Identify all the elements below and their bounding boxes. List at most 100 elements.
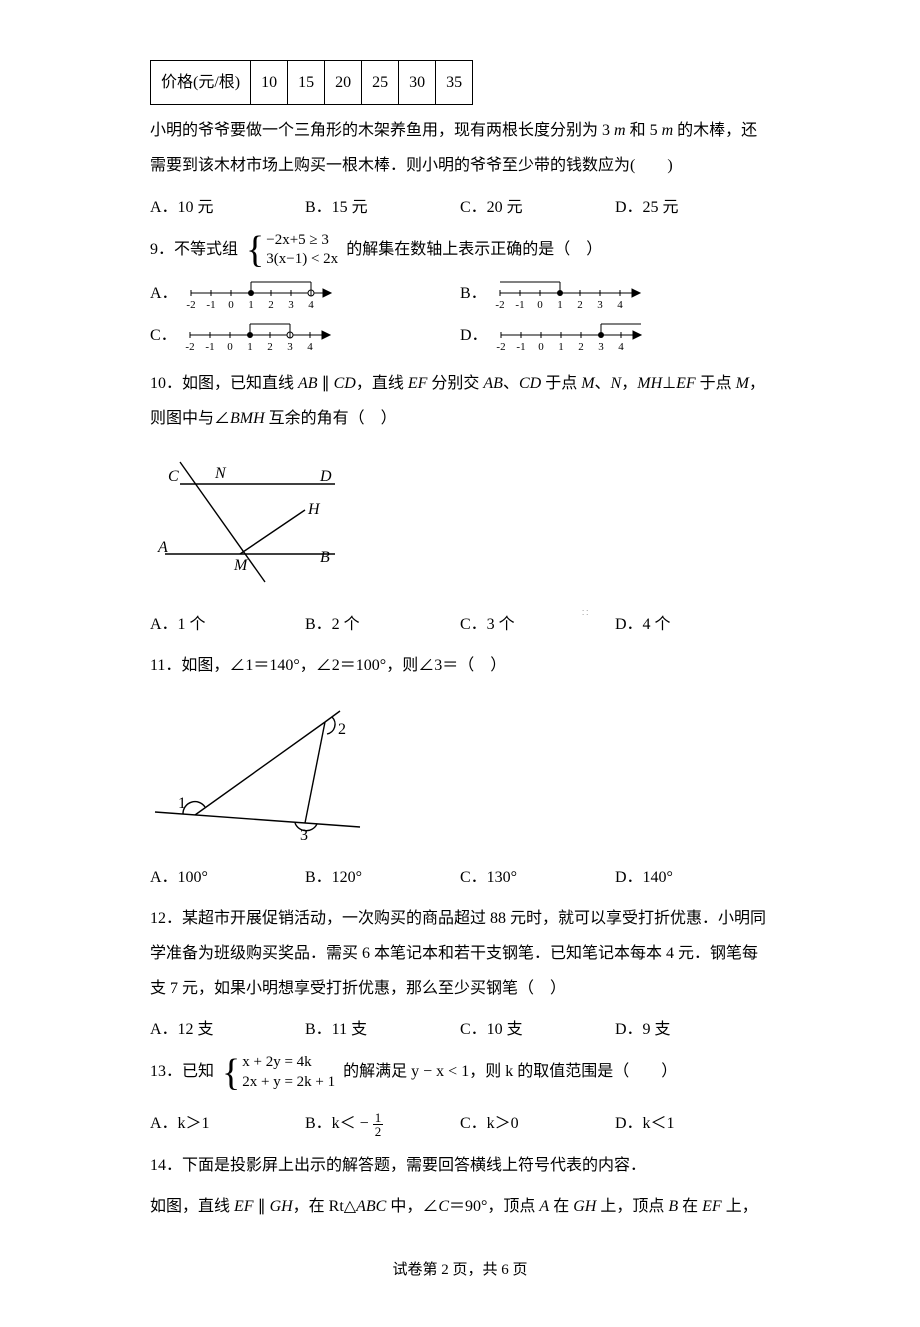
table-cell: 35 [436, 61, 473, 105]
question-13-options: A．k＞1 B．k＜ − 1 2 C．k＞0 D．k＜1 [150, 1106, 770, 1141]
svg-text:1: 1 [557, 299, 563, 311]
q9-system: { −2x+5 ≥ 3 3(x−1) < 2x [246, 231, 338, 270]
svg-text:-1: -1 [206, 299, 215, 311]
q8-part2: 和 5 [626, 122, 662, 139]
table-cell: 15 [288, 61, 325, 105]
option-a: A．12 支 [150, 1012, 305, 1047]
opt-b-pre: B．k＜ − [305, 1115, 373, 1132]
q11-diagram: 1 2 3 [150, 702, 770, 842]
table-cell: 30 [399, 61, 436, 105]
question-8-text: 小明的爷爷要做一个三角形的木架养鱼用，现有两根长度分别为 3 m 和 5 m 的… [150, 113, 770, 183]
option-a: A．100° [150, 860, 305, 895]
svg-text:0: 0 [228, 299, 234, 311]
svg-text:1: 1 [248, 299, 254, 311]
q9-label-d: D． [460, 318, 488, 353]
svg-text:-2: -2 [496, 341, 505, 353]
q8-m2: m [662, 122, 674, 139]
svg-text:0: 0 [227, 341, 233, 353]
question-12: 12．某超市开展促销活动，一次购买的商品超过 88 元时，就可以享受打折优惠．小… [150, 901, 770, 1007]
question-13: 13．已知 { x + 2y = 4k 2x + y = 2k + 1 的解满足… [150, 1053, 770, 1092]
q8-m1: m [614, 122, 626, 139]
q9-label-c: C． [150, 318, 177, 353]
q13-mid: 的解满足 y − x < 1，则 k 的取值范围是（ ） [343, 1064, 677, 1081]
question-11-options: A．100° B．120° C．130° D．140° [150, 860, 770, 895]
q9-eq1: −2x+5 ≥ 3 [266, 231, 338, 251]
svg-text:4: 4 [308, 299, 314, 311]
q10-diagram: C N D H A M B [150, 454, 770, 589]
label-m: M [233, 557, 249, 574]
svg-text:1: 1 [247, 341, 253, 353]
svg-text:4: 4 [618, 341, 624, 353]
opt-b-den: 2 [373, 1125, 384, 1138]
option-b: B．120° [305, 860, 460, 895]
angle-1: 1 [178, 795, 186, 812]
question-12-options: A．12 支 B．11 支 C．10 支 D．9 支 [150, 1012, 770, 1047]
option-c: C．3 个 [460, 607, 615, 642]
option-d: D．k＜1 [615, 1106, 770, 1141]
option-c: C．20 元 [460, 190, 615, 225]
option-c: C．10 支 [460, 1012, 615, 1047]
option-b: B．2 个 [305, 607, 460, 642]
numberline-b: -2 -1 0 1 2 3 4 [495, 276, 650, 312]
question-9: 9．不等式组 { −2x+5 ≥ 3 3(x−1) < 2x 的解集在数轴上表示… [150, 231, 770, 270]
label-d: D [319, 468, 332, 485]
svg-text:-1: -1 [205, 341, 214, 353]
svg-text:-1: -1 [515, 299, 524, 311]
option-b: B．k＜ − 1 2 [305, 1106, 460, 1141]
svg-text:0: 0 [537, 299, 543, 311]
numberline-c: -2 -1 0 1 2 3 4 [185, 318, 340, 354]
question-10: 10．如图，已知直线 AB ∥ CD，直线 EF 分别交 AB、CD 于点 M、… [150, 366, 770, 436]
option-d: D．140° [615, 860, 770, 895]
svg-text:2: 2 [578, 341, 584, 353]
svg-text:4: 4 [307, 341, 313, 353]
table-cell: 20 [325, 61, 362, 105]
svg-text:-2: -2 [495, 299, 504, 311]
angle-2: 2 [338, 721, 346, 738]
table-header: 价格(元/根) [151, 61, 251, 105]
option-b: B．11 支 [305, 1012, 460, 1047]
question-9-options: A． -2 -1 0 1 2 3 4 B． [150, 276, 770, 360]
watermark-dots: ∷ [582, 603, 588, 625]
question-14-line2: 如图，直线 EF ∥ GH，在 Rt△ABC 中，∠C＝90°，顶点 A 在 G… [150, 1189, 770, 1224]
q9-prefix: 9．不等式组 [150, 241, 238, 258]
label-h: H [307, 501, 321, 518]
question-10-options: A．1 个 B．2 个 C．3 个 D．4 个 ∷ [150, 607, 770, 642]
svg-text:3: 3 [288, 299, 294, 311]
svg-text:2: 2 [577, 299, 583, 311]
table-cell: 10 [251, 61, 288, 105]
q13-system: { x + 2y = 4k 2x + y = 2k + 1 [222, 1053, 335, 1092]
question-14-line1: 14．下面是投影屏上出示的解答题，需要回答横线上符号代表的内容． [150, 1148, 770, 1183]
question-8-options: A．10 元 B．15 元 C．20 元 D．25 元 [150, 190, 770, 225]
option-c: C．130° [460, 860, 615, 895]
price-table: 价格(元/根) 10 15 20 25 30 35 [150, 60, 473, 105]
option-a: A．10 元 [150, 190, 305, 225]
q9-label-a: A． [150, 276, 178, 311]
option-d: D．9 支 [615, 1012, 770, 1047]
label-c: C [168, 468, 179, 485]
svg-text:3: 3 [287, 341, 293, 353]
q13-eq1: x + 2y = 4k [242, 1053, 335, 1073]
svg-text:3: 3 [597, 299, 603, 311]
svg-text:0: 0 [538, 341, 544, 353]
svg-text:2: 2 [268, 299, 274, 311]
q9-label-b: B． [460, 276, 487, 311]
svg-text:2: 2 [267, 341, 273, 353]
label-n: N [214, 465, 227, 482]
svg-text:4: 4 [617, 299, 623, 311]
angle-3: 3 [300, 827, 308, 842]
label-a: A [157, 539, 168, 556]
svg-text:3: 3 [598, 341, 604, 353]
svg-text:-2: -2 [185, 341, 194, 353]
q9-tail: 的解集在数轴上表示正确的是（ ） [346, 241, 602, 258]
option-a: A．1 个 [150, 607, 305, 642]
option-a: A．k＞1 [150, 1106, 305, 1141]
option-d: D．25 元 [615, 190, 770, 225]
numberline-d: -2-101234 [496, 318, 651, 354]
page-footer: 试卷第 2 页，共 6 页 [150, 1254, 770, 1287]
question-11: 11．如图，∠1＝140°，∠2＝100°，则∠3＝（ ） [150, 648, 770, 683]
q8-part1: 小明的爷爷要做一个三角形的木架养鱼用，现有两根长度分别为 3 [150, 122, 614, 139]
q13-prefix: 13．已知 [150, 1064, 214, 1081]
svg-text:-1: -1 [516, 341, 525, 353]
label-b: B [320, 549, 330, 566]
option-b: B．15 元 [305, 190, 460, 225]
